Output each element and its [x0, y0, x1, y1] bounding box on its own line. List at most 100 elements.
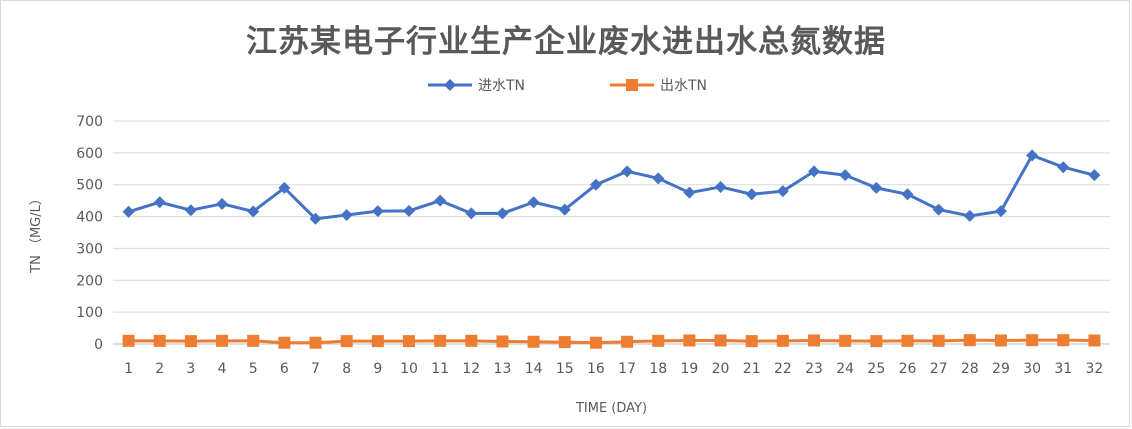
- data-point-inflow: [1026, 149, 1039, 162]
- data-point-inflow: [1057, 161, 1070, 174]
- x-tick-label: 23: [805, 361, 823, 377]
- data-point-inflow: [247, 205, 260, 218]
- x-tick-label: 30: [1023, 361, 1041, 377]
- data-point-inflow: [839, 169, 852, 182]
- data-point-inflow: [932, 203, 945, 216]
- data-point-inflow: [589, 178, 602, 191]
- x-tick-label: 31: [1054, 361, 1072, 377]
- x-tick-label: 10: [400, 361, 418, 377]
- y-tick-label: 100: [76, 305, 103, 321]
- data-point-inflow: [714, 180, 727, 193]
- data-point-inflow: [402, 204, 415, 217]
- x-tick-label: 25: [867, 361, 885, 377]
- x-tick-label: 14: [525, 361, 543, 377]
- data-point-outflow: [621, 335, 634, 348]
- data-point-outflow: [247, 334, 260, 347]
- x-tick-label: 17: [618, 361, 636, 377]
- x-tick-label: 22: [774, 361, 792, 377]
- data-point-inflow: [340, 208, 353, 221]
- data-point-inflow: [184, 204, 197, 217]
- x-tick-label: 2: [155, 361, 164, 377]
- x-axis-title: TIME (DAY): [575, 401, 647, 416]
- y-tick-label: 200: [76, 273, 103, 289]
- x-tick-label: 21: [743, 361, 761, 377]
- x-tick-label: 8: [342, 361, 351, 377]
- x-tick-label: 12: [462, 361, 480, 377]
- x-tick-label: 26: [899, 361, 917, 377]
- data-point-outflow: [994, 334, 1007, 347]
- data-point-inflow: [278, 181, 291, 194]
- x-tick-label: 4: [218, 361, 227, 377]
- data-point-outflow: [216, 334, 229, 347]
- data-point-outflow: [1057, 334, 1070, 347]
- series-line-inflow: [128, 153, 1095, 221]
- data-point-inflow: [745, 188, 758, 201]
- data-point-inflow: [683, 186, 696, 199]
- data-point-inflow: [963, 209, 976, 222]
- data-point-inflow: [652, 172, 665, 185]
- legend-label-outflow: 出水TN: [660, 78, 708, 94]
- data-point-outflow: [496, 335, 509, 348]
- data-point-inflow: [808, 165, 821, 178]
- data-point-inflow: [216, 197, 229, 210]
- x-tick-label: 7: [311, 361, 320, 377]
- x-tick-label: 9: [373, 361, 382, 377]
- data-point-inflow: [558, 203, 571, 216]
- data-point-outflow: [745, 335, 758, 348]
- y-tick-label: 500: [76, 178, 103, 194]
- data-point-inflow: [434, 194, 447, 207]
- chart-legend: 进水TN 出水TN: [0, 74, 1132, 96]
- y-tick-label: 600: [76, 146, 103, 162]
- chart-title: 江苏某电子行业生产企业废水进出水总氮数据: [246, 24, 886, 60]
- data-point-outflow: [558, 336, 571, 349]
- data-point-inflow: [309, 212, 322, 225]
- y-tick-label: 0: [94, 337, 103, 353]
- data-point-outflow: [1088, 334, 1101, 347]
- x-tick-label: 13: [494, 361, 512, 377]
- data-point-outflow: [776, 334, 789, 347]
- data-point-inflow: [153, 196, 166, 209]
- y-tick-label: 400: [76, 210, 103, 226]
- x-tick-label: 1: [124, 361, 133, 377]
- data-point-outflow: [808, 334, 821, 347]
- legend-outflow-marker-icon: [610, 79, 654, 91]
- data-point-inflow: [776, 185, 789, 198]
- data-point-outflow: [932, 334, 945, 347]
- data-point-outflow: [309, 336, 322, 349]
- legend-item-outflow: 出水TN: [610, 74, 707, 96]
- data-point-inflow: [994, 205, 1007, 218]
- data-point-inflow: [870, 181, 883, 194]
- series-line-outflow: [128, 338, 1095, 345]
- legend-label-inflow: 进水TN: [478, 78, 526, 94]
- data-point-inflow: [901, 188, 914, 201]
- y-tick-label: 300: [76, 241, 103, 257]
- data-point-outflow: [683, 334, 696, 347]
- data-point-inflow: [465, 207, 478, 220]
- x-tick-label: 28: [961, 361, 979, 377]
- data-point-outflow: [652, 334, 665, 347]
- data-point-outflow: [402, 335, 415, 348]
- data-point-outflow: [901, 334, 914, 347]
- data-point-outflow: [278, 336, 291, 349]
- data-point-outflow: [340, 335, 353, 348]
- data-point-outflow: [465, 334, 478, 347]
- data-point-inflow: [621, 165, 634, 178]
- data-point-outflow: [122, 334, 135, 347]
- x-tick-label: 16: [587, 361, 605, 377]
- x-tick-label: 18: [649, 361, 667, 377]
- x-tick-label: 32: [1086, 361, 1104, 377]
- x-tick-label: 29: [992, 361, 1010, 377]
- data-point-outflow: [1026, 334, 1039, 347]
- x-tick-label: 20: [712, 361, 730, 377]
- data-point-inflow: [527, 196, 540, 209]
- x-tick-label: 3: [186, 361, 195, 377]
- data-point-outflow: [184, 335, 197, 348]
- data-point-inflow: [371, 205, 384, 218]
- data-point-outflow: [153, 334, 166, 347]
- x-tick-label: 11: [431, 361, 449, 377]
- data-point-inflow: [122, 205, 135, 218]
- data-point-outflow: [839, 334, 852, 347]
- x-tick-label: 24: [836, 361, 854, 377]
- legend-item-inflow: 进水TN: [428, 74, 525, 96]
- x-tick-label: 19: [680, 361, 698, 377]
